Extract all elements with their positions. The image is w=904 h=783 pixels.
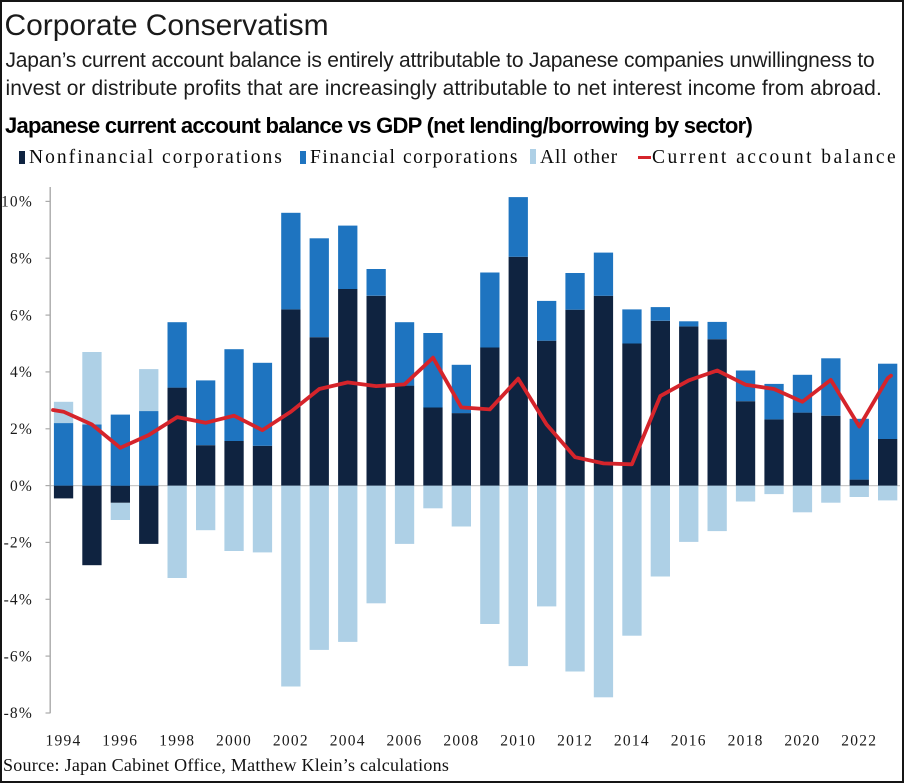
svg-text:-2%: -2% xyxy=(4,535,33,552)
svg-text:1994: 1994 xyxy=(46,733,82,750)
svg-text:2002: 2002 xyxy=(273,733,309,750)
svg-text:-6%: -6% xyxy=(4,648,33,665)
svg-text:1996: 1996 xyxy=(102,733,138,750)
svg-text:2022: 2022 xyxy=(841,733,877,750)
svg-text:2016: 2016 xyxy=(671,733,707,750)
svg-text:0%: 0% xyxy=(10,478,33,495)
svg-text:4%: 4% xyxy=(10,364,33,381)
svg-text:6%: 6% xyxy=(10,307,33,324)
svg-text:2020: 2020 xyxy=(784,733,820,750)
svg-text:8%: 8% xyxy=(10,250,33,267)
svg-text:2018: 2018 xyxy=(728,733,764,750)
svg-text:2006: 2006 xyxy=(387,733,423,750)
svg-text:2012: 2012 xyxy=(557,733,593,750)
svg-text:2008: 2008 xyxy=(443,733,479,750)
svg-text:2000: 2000 xyxy=(216,733,252,750)
svg-text:-8%: -8% xyxy=(4,705,33,722)
svg-text:10%: 10% xyxy=(1,194,33,211)
svg-text:2014: 2014 xyxy=(614,733,650,750)
svg-text:1998: 1998 xyxy=(159,733,195,750)
svg-text:2%: 2% xyxy=(10,421,33,438)
svg-text:-4%: -4% xyxy=(4,592,33,609)
svg-text:2004: 2004 xyxy=(330,733,366,750)
svg-text:2010: 2010 xyxy=(500,733,536,750)
